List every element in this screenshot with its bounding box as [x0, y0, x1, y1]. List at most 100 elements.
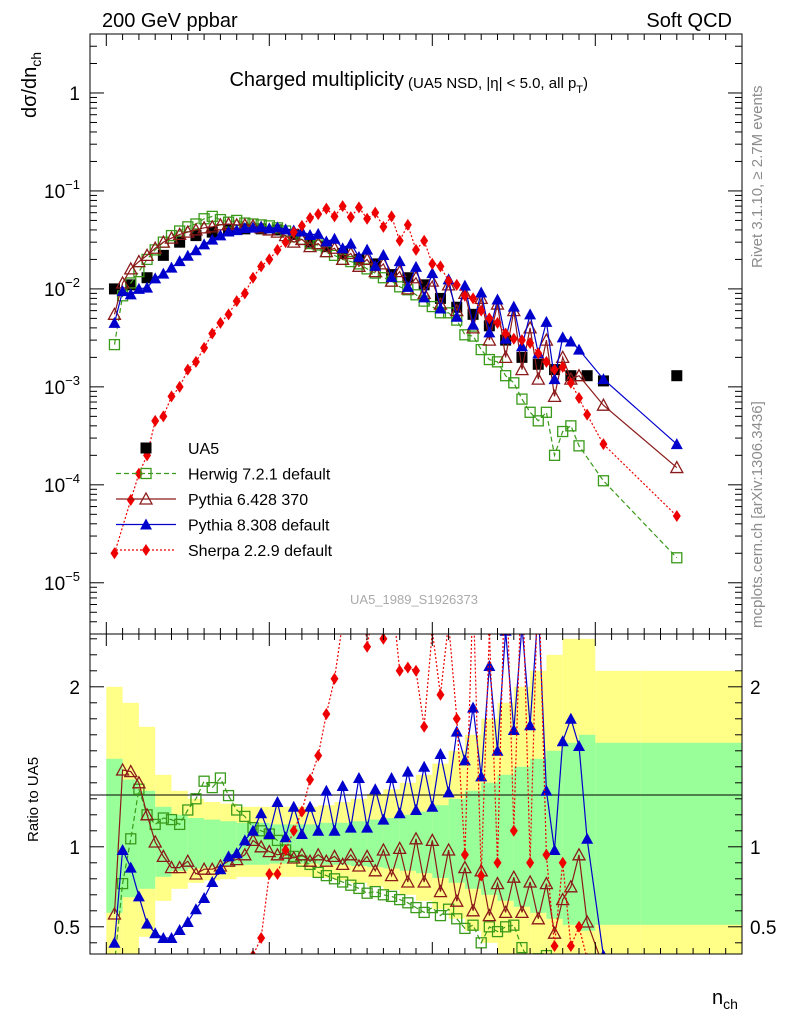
ratio-band-inner	[106, 758, 123, 913]
ratio-series-sherpa-point	[502, 537, 510, 549]
ratio-series-herwig-point	[566, 960, 576, 970]
main-series-sherpa-point	[672, 510, 681, 523]
y-axis-label-ratio: Ratio to UA5	[25, 757, 42, 842]
ratio-series-pythia6-point	[523, 874, 538, 888]
ratio-series-pythia6-point	[131, 775, 146, 789]
ratio-series-pythia6-point	[172, 860, 187, 874]
ratio-series-herwig-point	[672, 999, 682, 1009]
main-series-sherpa-point	[485, 312, 494, 325]
ratio-series-herwig-point	[394, 893, 406, 906]
ratio-series-pythia6-point	[547, 925, 562, 939]
main-series-pythia8-point	[369, 259, 382, 271]
main-series-sherpa-point	[363, 212, 372, 225]
ratio-series-pythia8-point	[344, 821, 357, 833]
main-series-pythia6-point	[180, 224, 195, 238]
main-series-ua5-point	[581, 370, 593, 382]
ratio-band-inner	[383, 818, 400, 869]
ratio-series-pythia8-point	[393, 807, 406, 819]
y-tick-label-main: 10−2	[44, 275, 80, 301]
ratio-series-pythia8-point	[369, 783, 382, 795]
main-series-pythia8-point	[393, 255, 406, 267]
ratio-series-herwig-point	[190, 793, 202, 805]
ratio-series-herwig-point	[475, 937, 487, 949]
y-tick-label-ratio-right: 0.5	[750, 918, 776, 939]
ratio-series-pythia6	[107, 762, 600, 954]
ratio-band-inner	[497, 774, 514, 901]
main-series-pythia8-point	[255, 220, 268, 232]
legend-label-herwig: Herwig 7.2.1 default	[188, 467, 331, 484]
main-series-sherpa-point	[558, 360, 567, 373]
main-series-herwig-point	[548, 449, 561, 461]
main-series-sherpa-point	[583, 408, 592, 421]
ratio-series-pythia8-point	[426, 800, 439, 812]
ratio-series-pythia8-point	[507, 724, 520, 735]
main-series-sherpa-point	[159, 410, 168, 423]
main-series-sherpa-point	[509, 332, 518, 345]
y-tick-label-ratio-right: 2	[750, 678, 761, 699]
ratio-series-herwig-point	[558, 970, 568, 980]
ratio-band-inner	[562, 742, 579, 925]
ratio-series-herwig-point	[532, 953, 544, 954]
ratio-series-herwig-point	[109, 959, 119, 969]
ratio-series-herwig-line	[114, 776, 527, 954]
ratio-series-pythia6-point	[270, 847, 285, 861]
ratio-series-pythia8-point	[336, 780, 349, 791]
ratio-series-pythia8-point	[377, 813, 390, 825]
ratio-series-herwig-point	[499, 921, 512, 933]
ratio-series-herwig-point	[116, 877, 129, 890]
ratio-series-sherpa-point	[241, 958, 249, 970]
main-series-pythia6-point	[139, 247, 155, 262]
main-series-herwig-point	[671, 552, 683, 564]
ratio-series-herwig-point	[231, 804, 243, 816]
ratio-series-pythia6-point	[148, 834, 163, 848]
main-series-sherpa-point	[371, 206, 380, 219]
ratio-series-pythia8-point	[238, 834, 251, 846]
main-series-pythia8-point	[116, 285, 129, 297]
ratio-series-pythia8-point	[279, 831, 292, 843]
y-tick-label-main: 1	[69, 84, 80, 105]
ratio-series-pythia8-point	[165, 932, 178, 943]
main-series-herwig-point	[499, 370, 512, 382]
ratio-series-sherpa-point	[460, 848, 469, 861]
ratio-series-pythia6-point	[197, 861, 212, 875]
ratio-series-pythia6-point	[384, 868, 399, 882]
main-series-pythia8-point	[304, 228, 317, 240]
ratio-series-pythia8-point	[450, 725, 463, 737]
ratio-series-pythia8-point	[108, 936, 121, 948]
main-series-pythia6-point	[188, 222, 204, 236]
ratio-band-inner	[464, 790, 482, 889]
main-series-herwig-point	[198, 213, 210, 225]
main-series-herwig-point	[410, 289, 422, 301]
main-series-sherpa-point	[395, 234, 404, 247]
main-series-herwig-point	[516, 393, 528, 405]
ratio-series-pythia6-point	[425, 833, 440, 847]
rivet-version-label: Rivet 3.1.10, ≥ 2.7M events	[749, 86, 766, 269]
ratio-series-pythia6-point	[327, 849, 342, 863]
main-series-pythia8-point	[377, 248, 390, 260]
ratio-band-inner	[416, 811, 433, 874]
main-series-sherpa-point	[338, 200, 347, 213]
ratio-series-pythia6-point	[254, 839, 269, 853]
ratio-series-sherpa-point	[339, 617, 347, 629]
main-series-herwig-point	[540, 406, 553, 418]
main-series-sherpa-point	[200, 341, 209, 354]
main-series-sherpa-point	[428, 257, 437, 270]
legend-label-pythia8: Pythia 8.308 default	[188, 518, 330, 535]
main-series-pythia6-point	[131, 254, 146, 268]
main-series-sherpa-point	[354, 201, 363, 214]
ratio-series-pythia8-point	[149, 927, 162, 939]
main-series-pythia8-point	[548, 373, 561, 385]
ratio-series-pythia8-point	[304, 800, 317, 812]
ratio-series-pythia8-point	[601, 949, 606, 954]
ratio-series-sherpa-point	[225, 969, 233, 981]
ratio-series-pythia6-point	[498, 905, 513, 919]
ratio-series-sherpa-point	[526, 856, 535, 869]
ratio-series-pythia6-point	[482, 908, 497, 922]
ratio-series-pythia8-point	[173, 924, 186, 935]
ratio-series-pythia8-point	[124, 861, 137, 873]
main-series-sherpa-point	[534, 347, 543, 360]
main-series-pythia8-point	[467, 318, 480, 330]
main-series-sherpa-point	[175, 380, 184, 393]
ratio-series-sherpa-point	[265, 868, 274, 880]
ratio-series-sherpa	[225, 537, 588, 981]
